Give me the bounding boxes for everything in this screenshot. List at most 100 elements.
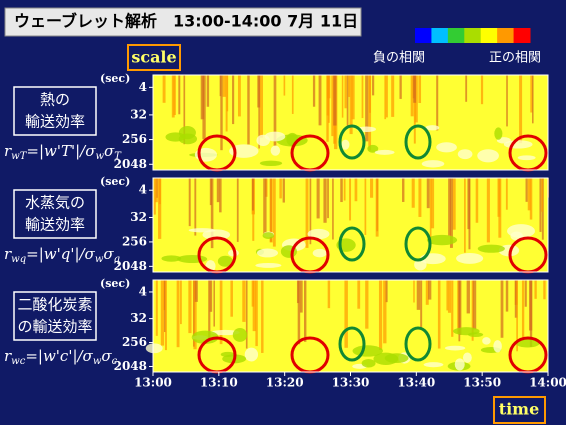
heatmap-streak <box>480 75 484 105</box>
y-tick-label: 256 <box>122 234 147 248</box>
heatmap-patch <box>482 337 491 345</box>
heatmap-streak <box>344 280 348 348</box>
heatmap-patch <box>477 244 505 253</box>
heatmap-streak <box>418 178 422 217</box>
formula-part: c <box>112 356 118 367</box>
heatmap-patch <box>425 125 440 131</box>
heatmap-streak <box>225 75 228 132</box>
heatmap-streak <box>158 178 161 205</box>
y-tick-label: 32 <box>130 311 147 325</box>
heatmap-streak <box>378 280 383 351</box>
heatmap-streak <box>420 280 423 329</box>
heatmap-streak <box>299 280 303 313</box>
heatmap-streak <box>514 280 518 318</box>
heatmap-streak <box>365 280 369 329</box>
heatmap-streak <box>273 75 277 146</box>
heatmap-streak <box>413 280 415 303</box>
x-tick-label: 13:10 <box>200 376 238 390</box>
heatmap-streak <box>206 75 210 107</box>
heatmap-streak <box>341 75 344 118</box>
heatmap-streak <box>471 280 474 341</box>
heatmap-streak <box>188 280 192 334</box>
heatmap-streak <box>220 75 223 151</box>
formula-part: =|w'q'|/σ <box>26 245 95 263</box>
formula-part: =|w'T'|/σ <box>26 142 96 160</box>
panel-label: の輸送効率 <box>17 318 92 336</box>
heatmap-streak <box>232 75 235 125</box>
heatmap-streak <box>237 75 241 117</box>
y-tick-label: 4 <box>139 284 147 298</box>
heatmap-streak <box>372 75 375 96</box>
heatmap-patch <box>161 255 182 262</box>
legend-swatch <box>464 28 482 43</box>
heatmap-streak <box>521 280 525 341</box>
heatmap-streak <box>384 75 387 120</box>
heatmap-patch <box>232 328 248 342</box>
y-tick-label: 4 <box>139 183 147 197</box>
heatmap-streak <box>539 178 542 232</box>
heatmap-streak <box>209 280 213 312</box>
heatmap-streak <box>252 280 257 332</box>
y-tick-label: 256 <box>122 132 147 146</box>
heatmap-streak <box>332 178 334 240</box>
formula-part: σ <box>103 245 114 263</box>
heatmap-streak <box>425 280 429 305</box>
heatmap-patch <box>423 362 444 368</box>
heatmap-patch <box>367 144 379 153</box>
heatmap-patch <box>477 149 499 163</box>
formula-part: wc <box>11 356 26 367</box>
heatmap-streak <box>446 280 449 311</box>
formula: rwT=|w'T'|/σwσT <box>4 142 122 162</box>
heatmap-streak <box>297 280 301 345</box>
heatmap-streak <box>530 75 533 113</box>
heatmap-streak <box>222 75 226 97</box>
heatmap-streak <box>451 280 454 337</box>
heatmap-streak <box>219 178 222 213</box>
x-tick-label: 13:30 <box>332 376 370 390</box>
panel-label-box <box>13 291 97 341</box>
heatmap-patch <box>264 131 286 142</box>
heatmap-patch <box>255 262 282 268</box>
formula-part: =|w'c'|/σ <box>25 347 93 365</box>
heatmap-streak <box>410 75 414 117</box>
formula: rwc=|w'c'|/σwσc <box>4 347 118 367</box>
panel-frame <box>152 74 549 171</box>
heatmap-streak <box>519 75 523 144</box>
heatmap-patch <box>517 155 536 161</box>
heatmap-streak <box>208 280 211 340</box>
heatmap-streak <box>282 178 285 203</box>
heatmap-streak <box>365 75 369 142</box>
heatmap-streak <box>180 280 182 325</box>
formula-part: w <box>95 151 104 162</box>
highlight-circle <box>404 226 432 262</box>
heatmap-streak <box>153 178 156 215</box>
heatmap-streak <box>505 178 508 210</box>
heatmap-streak <box>447 280 452 313</box>
heatmap-streak <box>259 75 264 138</box>
heatmap-streak <box>529 178 533 220</box>
panel-frame <box>152 177 549 273</box>
heatmap-streak <box>466 280 470 314</box>
heatmap-streak <box>430 178 435 229</box>
heatmap-streak <box>316 178 320 219</box>
panel-label-box <box>13 189 97 239</box>
heatmap-streak <box>176 280 180 348</box>
heatmap-streak <box>349 178 352 221</box>
heatmap-patch <box>259 160 283 167</box>
heatmap-streak <box>261 280 264 353</box>
heatmap-patch <box>217 255 233 267</box>
heatmap-streak <box>436 75 439 131</box>
heatmap-streak <box>525 178 528 202</box>
heatmap-streak <box>416 280 421 310</box>
heatmap-streak <box>183 75 186 145</box>
heatmap-streak <box>437 280 441 349</box>
heatmap-patch <box>312 248 327 258</box>
heatmap-streak <box>216 178 220 203</box>
formula-part: T <box>114 151 122 162</box>
heatmap-streak <box>173 75 176 116</box>
x-tick-label: 13:40 <box>397 376 435 390</box>
heatmap-patch <box>454 358 465 371</box>
legend-swatch <box>415 28 432 43</box>
heatmap-streak <box>429 178 432 240</box>
heatmap-streak <box>402 178 405 202</box>
